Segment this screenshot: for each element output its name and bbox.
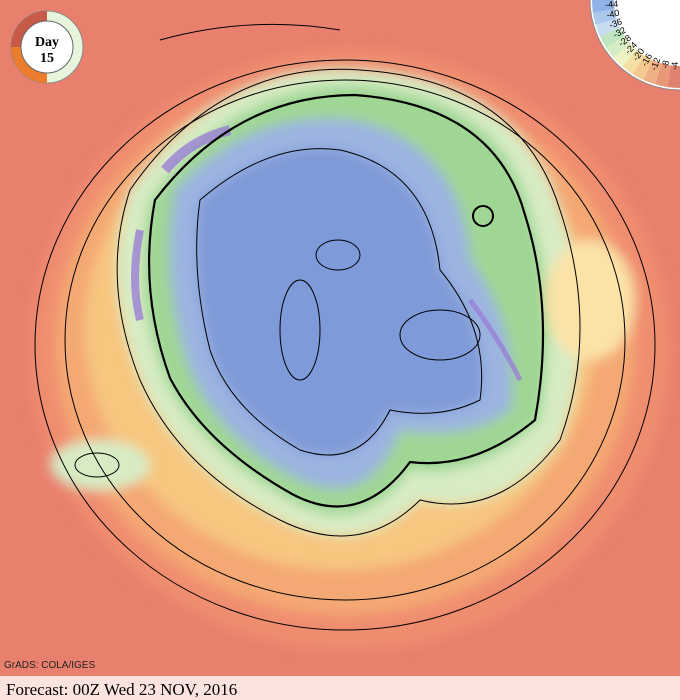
footer-bar — [0, 676, 680, 700]
day-value: 15 — [40, 51, 54, 66]
legend-swatch — [605, 35, 631, 58]
legend-swatch — [599, 27, 625, 48]
legend-swatch — [622, 49, 645, 75]
legend-swatch — [667, 65, 680, 88]
legend-swatch — [613, 43, 637, 67]
legend-label: -40 — [606, 8, 621, 21]
day-badge: Day 15 — [10, 10, 84, 84]
color-legend: -4-8-12-16-20-24-28-32-36-40-44 — [589, 0, 680, 91]
legend-swatch — [592, 0, 615, 13]
legend-swatch — [632, 55, 653, 81]
legend-swatch — [595, 18, 620, 37]
legend-label: -8 — [660, 59, 671, 69]
footer-text: Forecast: 00Z Wed 23 NOV, 2016 — [6, 680, 237, 699]
legend-swatch — [643, 60, 662, 85]
day-label: Day — [35, 35, 59, 50]
legend-label: -4 — [669, 61, 680, 70]
contours — [34, 23, 656, 631]
legend-swatch — [655, 63, 671, 88]
legend-swatch — [592, 9, 617, 25]
legend-label: -44 — [605, 0, 619, 10]
credit: GrADS: COLA/IGES — [4, 660, 95, 671]
temperature-field — [0, 0, 680, 676]
